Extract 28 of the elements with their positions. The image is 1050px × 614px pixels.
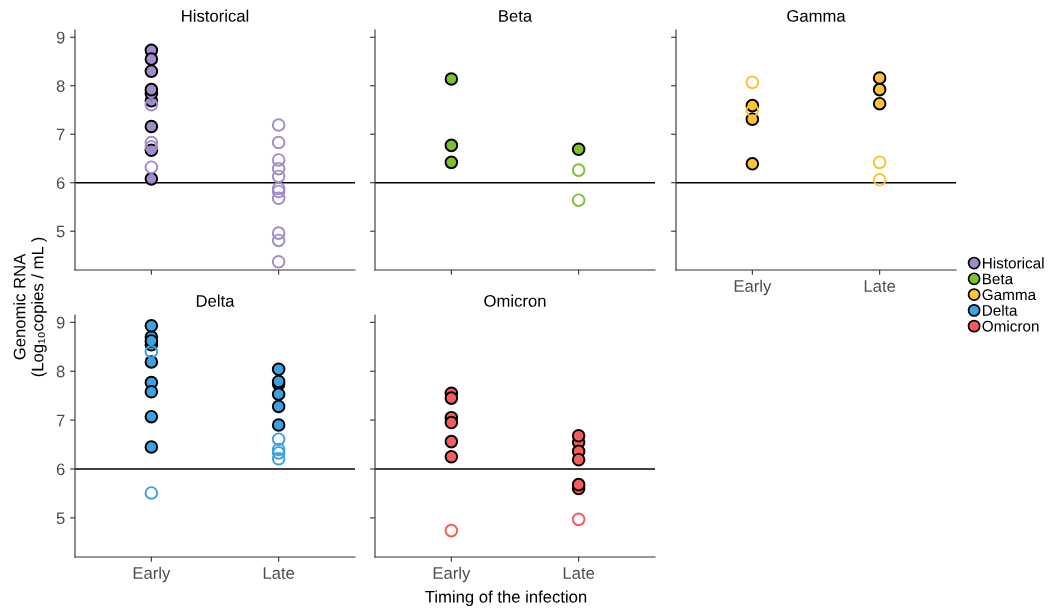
legend-label: Historical	[983, 257, 1044, 269]
y-tick-label: 6	[56, 177, 65, 189]
y-tick-label: 7	[56, 128, 65, 141]
x-tick-label: Late	[263, 567, 295, 579]
y-tick-label: 6	[56, 463, 65, 476]
y-tick-label: 5	[56, 225, 65, 238]
y-tick-label: 9	[56, 31, 65, 44]
x-tick-label: Early	[734, 279, 772, 296]
legend-label: Omicron	[982, 320, 1039, 332]
y-tick-label: 7	[56, 414, 65, 427]
legend-label: Delta	[983, 304, 1018, 316]
legend-label: Gamma	[982, 289, 1037, 301]
y-tick-label: 9	[56, 316, 65, 329]
chart-title: Delta	[196, 294, 235, 307]
x-axis-title: Timing of the infection	[425, 590, 587, 606]
chart-title: Historical	[182, 9, 249, 22]
chart-title: Omicron	[484, 294, 546, 307]
chart-title: Beta	[499, 10, 533, 22]
y-tick-label: 8	[56, 365, 65, 378]
chart-title: Gamma	[787, 10, 846, 22]
y-tick-label: 8	[56, 80, 65, 92]
x-tick-label: Early	[133, 566, 171, 583]
y-tick-label: 5	[56, 512, 65, 525]
x-tick-label: Late	[864, 280, 896, 292]
x-tick-label: Late	[563, 567, 595, 579]
legend-label: Beta	[983, 273, 1014, 285]
x-tick-label: Early	[433, 566, 471, 583]
y-axis-title: Genomic RNA (Log₁₀copies / mL )	[13, 237, 47, 377]
